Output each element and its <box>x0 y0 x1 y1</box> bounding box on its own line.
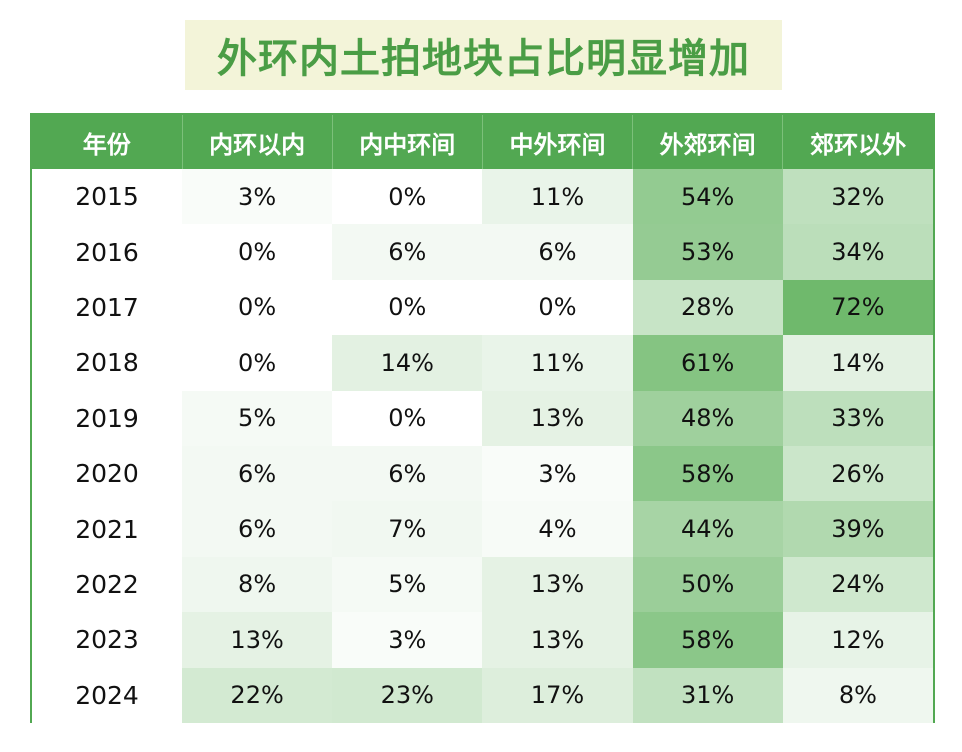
value-cell: 5% <box>332 556 483 613</box>
value-cell: 53% <box>632 224 783 280</box>
value-cell: 58% <box>632 612 783 668</box>
value-cell: 50% <box>632 556 783 613</box>
value-cell: 44% <box>632 501 783 557</box>
value-cell: 13% <box>482 556 633 613</box>
heatmap-table-container: 年份 内环以内 内中环间 中外环间 外郊环间 郊环以外 2015 3% 0% 11% 54% 32%… <box>30 113 935 723</box>
title-banner: 外环内土拍地块占比明显增加 <box>185 20 782 90</box>
table-row: 2018 0% 14% 11% 61% 14% <box>32 335 933 391</box>
value-cell: 12% <box>782 612 933 668</box>
value-cell: 24% <box>782 556 933 613</box>
value-cell: 22% <box>182 667 333 723</box>
value-cell: 54% <box>632 169 783 225</box>
year-cell: 2023 <box>32 612 182 668</box>
value-cell: 32% <box>782 169 933 225</box>
value-cell: 13% <box>482 390 633 446</box>
year-cell: 2019 <box>32 390 182 446</box>
value-cell: 11% <box>482 335 633 391</box>
value-cell: 26% <box>782 445 933 502</box>
value-cell: 13% <box>482 612 633 668</box>
table-row: 2015 3% 0% 11% 54% 32% <box>32 169 933 225</box>
year-cell: 2017 <box>32 279 182 336</box>
value-cell: 8% <box>782 667 933 723</box>
value-cell: 11% <box>482 169 633 225</box>
value-cell: 72% <box>782 279 933 336</box>
value-cell: 0% <box>332 390 483 446</box>
value-cell: 5% <box>182 390 333 446</box>
header-row: 年份 内环以内 内中环间 中外环间 外郊环间 郊环以外 <box>32 115 933 169</box>
value-cell: 14% <box>782 335 933 391</box>
value-cell: 23% <box>332 667 483 723</box>
year-cell: 2022 <box>32 556 182 613</box>
value-cell: 4% <box>482 501 633 557</box>
value-cell: 34% <box>782 224 933 280</box>
heatmap-table: 年份 内环以内 内中环间 中外环间 外郊环间 郊环以外 2015 3% 0% 11% 54% 32%… <box>32 115 933 723</box>
column-header: 年份 <box>32 115 183 169</box>
value-cell: 58% <box>632 445 783 502</box>
value-cell: 6% <box>482 224 633 280</box>
column-header: 郊环以外 <box>782 115 933 169</box>
table-row: 2021 6% 7% 4% 44% 39% <box>32 501 933 557</box>
value-cell: 0% <box>332 169 483 225</box>
table-header: 年份 内环以内 内中环间 中外环间 外郊环间 郊环以外 <box>32 115 933 169</box>
value-cell: 0% <box>182 279 333 336</box>
value-cell: 31% <box>632 667 783 723</box>
column-header: 中外环间 <box>482 115 634 169</box>
value-cell: 0% <box>332 279 483 336</box>
year-cell: 2020 <box>32 445 182 502</box>
value-cell: 61% <box>632 335 783 391</box>
year-cell: 2024 <box>32 667 182 723</box>
value-cell: 3% <box>482 445 633 502</box>
value-cell: 6% <box>332 224 483 280</box>
page-title: 外环内土拍地块占比明显增加 <box>217 36 750 82</box>
value-cell: 0% <box>182 224 333 280</box>
value-cell: 33% <box>782 390 933 446</box>
column-header: 外郊环间 <box>632 115 784 169</box>
value-cell: 17% <box>482 667 633 723</box>
value-cell: 0% <box>182 335 333 391</box>
value-cell: 8% <box>182 556 333 613</box>
year-cell: 2016 <box>32 224 182 280</box>
column-header: 内环以内 <box>182 115 333 169</box>
value-cell: 6% <box>332 445 483 502</box>
value-cell: 3% <box>182 169 333 225</box>
table-row: 2020 6% 6% 3% 58% 26% <box>32 445 933 502</box>
value-cell: 6% <box>182 445 333 502</box>
value-cell: 6% <box>182 501 333 557</box>
value-cell: 28% <box>632 279 783 336</box>
value-cell: 39% <box>782 501 933 557</box>
table-row: 2016 0% 6% 6% 53% 34% <box>32 224 933 280</box>
value-cell: 13% <box>182 612 333 668</box>
value-cell: 14% <box>332 335 483 391</box>
table-row: 2023 13% 3% 13% 58% 12% <box>32 612 933 668</box>
value-cell: 0% <box>482 279 633 336</box>
table-row: 2024 22% 23% 17% 31% 8% <box>32 667 933 723</box>
table-body: 2015 3% 0% 11% 54% 32% 2016 0% 6% 6% 53% 34% 2017 0% 0… <box>32 169 933 723</box>
table-row: 2017 0% 0% 0% 28% 72% <box>32 279 933 336</box>
value-cell: 48% <box>632 390 783 446</box>
value-cell: 7% <box>332 501 483 557</box>
year-cell: 2018 <box>32 335 182 391</box>
year-cell: 2021 <box>32 501 182 557</box>
year-cell: 2015 <box>32 169 182 225</box>
table-row: 2019 5% 0% 13% 48% 33% <box>32 390 933 446</box>
column-header: 内中环间 <box>332 115 483 169</box>
value-cell: 3% <box>332 612 483 668</box>
table-row: 2022 8% 5% 13% 50% 24% <box>32 556 933 613</box>
